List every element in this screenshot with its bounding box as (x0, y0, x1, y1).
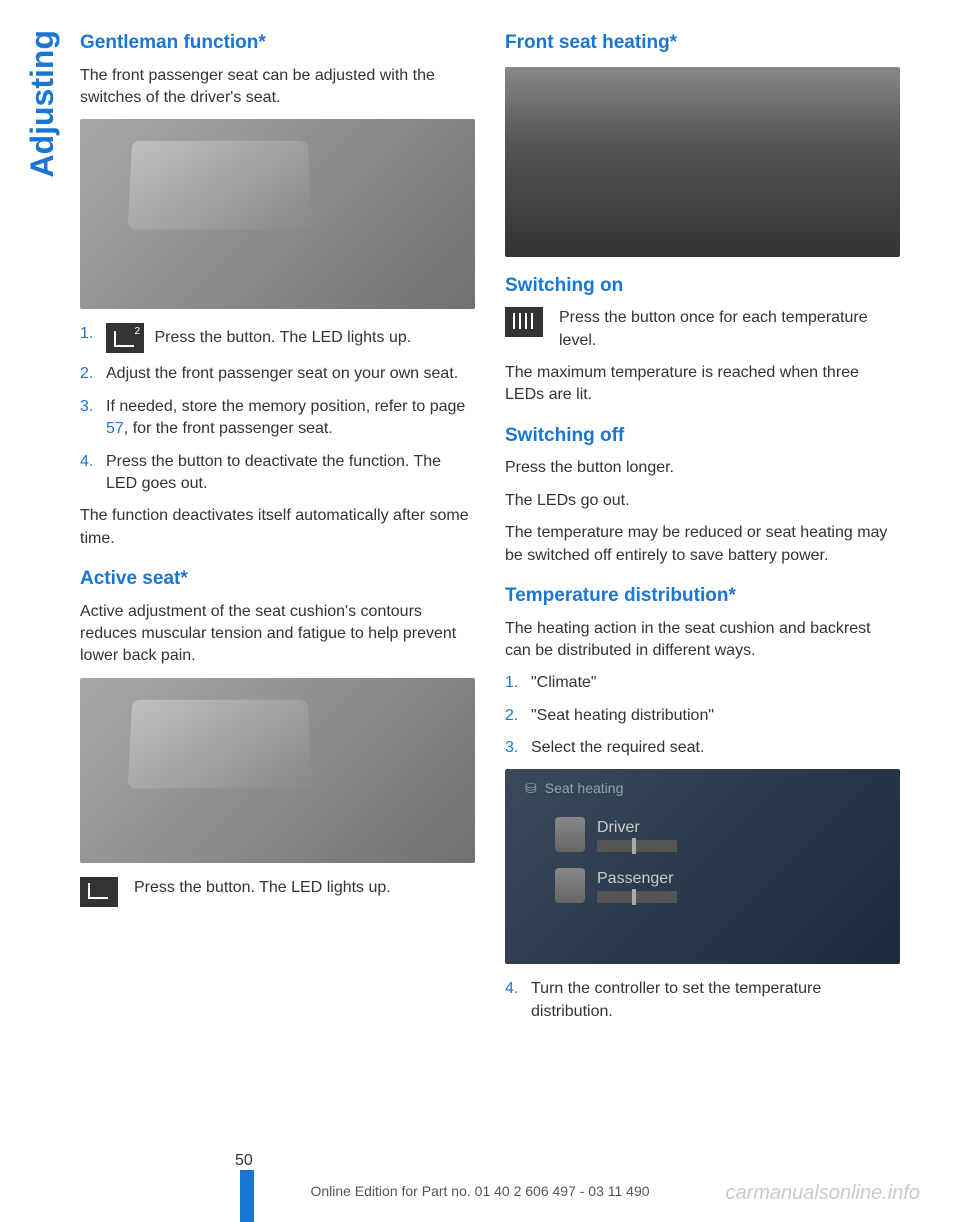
paragraph: The LEDs go out. (505, 490, 900, 512)
icon-text: Press the button. The LED lights up. (80, 877, 475, 907)
seat-icon (555, 868, 585, 903)
seat-icon (555, 817, 585, 852)
screen-row-driver: Driver (525, 809, 880, 860)
figure-door-panel (80, 678, 475, 863)
heading-active-seat: Active seat* (80, 566, 475, 593)
figure-dashboard (505, 67, 900, 257)
heading-switching-on: Switching on (505, 273, 900, 300)
icon-text-label: Press the button once for each temperatu… (559, 307, 900, 352)
paragraph: Press the button longer. (505, 457, 900, 479)
distribution-bar (597, 840, 677, 852)
list-item: If needed, store the memory position, re… (80, 396, 475, 441)
numbered-list: Press the button. The LED lights up. Adj… (80, 323, 475, 495)
screen-row-passenger: Passenger (525, 860, 880, 911)
icon-text-label: Press the button. The LED lights up. (134, 877, 391, 899)
paragraph: The function deactivates itself automati… (80, 505, 475, 550)
screen-title: ⛁ Seat heating (525, 779, 880, 799)
page-content: Gentleman function* The front passenger … (0, 0, 960, 1033)
paragraph: The temperature may be reduced or seat h… (505, 522, 900, 567)
right-column: Front seat heating* Switching on Press t… (505, 30, 900, 1033)
icon-text: Press the button once for each temperatu… (505, 307, 900, 352)
section-tab: Adjusting (20, 30, 65, 178)
screen-label: Passenger (597, 868, 677, 890)
list-text: , for the front passenger seat. (124, 420, 333, 437)
page-number: 50 (235, 1150, 253, 1172)
list-item: Select the required seat. (505, 737, 900, 759)
paragraph: The maximum temperature is reached when … (505, 362, 900, 407)
page-link[interactable]: 57 (106, 420, 124, 437)
seat-icon (106, 323, 144, 353)
paragraph: The heating action in the seat cushion a… (505, 618, 900, 663)
list-text: Press the button. The LED lights up. (150, 330, 411, 347)
heater-icon (505, 307, 543, 337)
heading-gentleman: Gentleman function* (80, 30, 475, 57)
list-item: "Seat heating distribution" (505, 705, 900, 727)
paragraph: Active adjustment of the seat cushion's … (80, 601, 475, 668)
figure-door-panel (80, 119, 475, 309)
seat-icon (80, 877, 118, 907)
watermark: carmanualsonline.info (725, 1179, 920, 1207)
list-item: Press the button. The LED lights up. (80, 323, 475, 353)
list-item: Press the button to deactivate the funct… (80, 451, 475, 496)
screen-label: Driver (597, 817, 677, 839)
list-item: Adjust the front passenger seat on your … (80, 363, 475, 385)
paragraph: The front passenger seat can be adjusted… (80, 65, 475, 110)
left-column: Gentleman function* The front passenger … (80, 30, 475, 1033)
heading-temp-dist: Temperature distribution* (505, 583, 900, 610)
distribution-bar (597, 891, 677, 903)
list-item: "Climate" (505, 672, 900, 694)
heading-front-seat-heating: Front seat heating* (505, 30, 900, 57)
figure-screen: ⛁ Seat heating Driver Passenger (505, 769, 900, 964)
list-text: If needed, store the memory position, re… (106, 398, 465, 415)
numbered-list: Turn the controller to set the temperatu… (505, 978, 900, 1023)
numbered-list: "Climate" "Seat heating distribution" Se… (505, 672, 900, 759)
heading-switching-off: Switching off (505, 423, 900, 450)
list-item: Turn the controller to set the temperatu… (505, 978, 900, 1023)
